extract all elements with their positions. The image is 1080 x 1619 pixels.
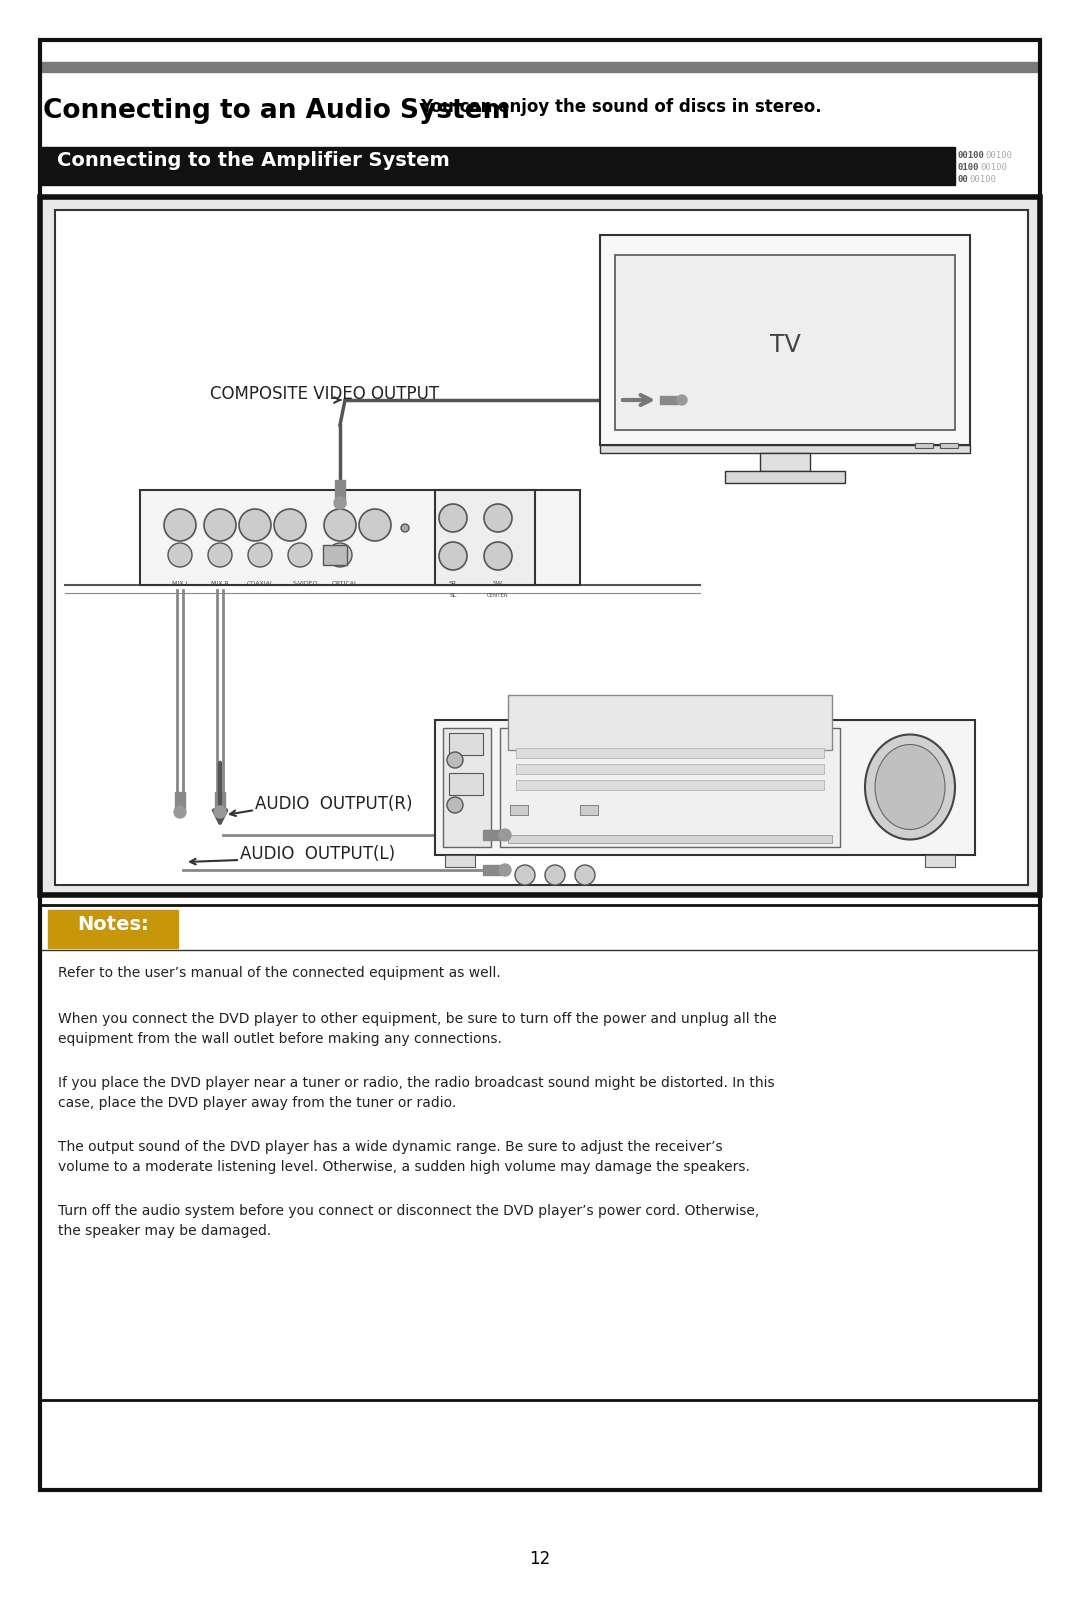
Bar (215, 792, 225, 810)
Text: COAXIAL: COAXIAL (246, 581, 273, 586)
Bar (449, 733, 483, 754)
Text: MIX R: MIX R (211, 581, 229, 586)
Text: Connecting to an Audio System: Connecting to an Audio System (43, 99, 510, 125)
Circle shape (328, 542, 352, 567)
Bar (449, 772, 483, 795)
Circle shape (438, 504, 467, 533)
Bar (510, 805, 528, 814)
Circle shape (447, 751, 463, 767)
Bar (335, 479, 345, 505)
Text: CENTER: CENTER (487, 593, 509, 597)
Text: Connecting to the Amplifier System: Connecting to the Amplifier System (57, 151, 449, 170)
Circle shape (208, 542, 232, 567)
Text: Notes:: Notes: (77, 915, 149, 934)
Circle shape (515, 865, 535, 886)
Circle shape (324, 508, 356, 541)
Circle shape (204, 508, 237, 541)
Bar (600, 445, 970, 453)
Circle shape (447, 797, 463, 813)
Circle shape (359, 508, 391, 541)
Circle shape (164, 508, 195, 541)
Text: TV: TV (770, 334, 800, 358)
Text: SL: SL (449, 593, 457, 597)
Circle shape (484, 504, 512, 533)
Circle shape (575, 865, 595, 886)
Text: Refer to the user’s manual of the connected equipment as well.: Refer to the user’s manual of the connec… (58, 967, 501, 979)
Bar (445, 855, 475, 868)
Bar (40, 198, 1040, 895)
Circle shape (288, 542, 312, 567)
Text: OPTICAL: OPTICAL (332, 581, 359, 586)
Bar (510, 805, 528, 814)
Bar (516, 764, 824, 774)
Circle shape (174, 806, 186, 818)
Circle shape (248, 542, 272, 567)
Text: MIX L: MIX L (172, 581, 189, 586)
Circle shape (677, 395, 687, 405)
Text: AUDIO  OUTPUT(R): AUDIO OUTPUT(R) (255, 795, 413, 813)
Bar (760, 453, 810, 471)
Bar (516, 780, 824, 790)
Bar (55, 210, 1028, 886)
Circle shape (274, 508, 306, 541)
Bar (580, 805, 598, 814)
Text: If you place the DVD player near a tuner or radio, the radio broadcast sound mig: If you place the DVD player near a tuner… (58, 1077, 774, 1109)
Text: 12: 12 (529, 1549, 551, 1567)
Bar (443, 729, 491, 847)
Bar (48, 910, 178, 949)
Bar (580, 805, 598, 814)
Bar (40, 62, 1040, 71)
Circle shape (499, 829, 511, 840)
Ellipse shape (865, 735, 955, 840)
Circle shape (438, 542, 467, 570)
Text: SW: SW (492, 581, 503, 586)
Bar (516, 748, 824, 758)
Bar (508, 695, 832, 750)
Bar (510, 805, 528, 814)
Text: Turn off the audio system before you connect or disconnect the DVD player’s powe: Turn off the audio system before you con… (58, 1205, 759, 1237)
Text: You can enjoy the sound of discs in stereo.: You can enjoy the sound of discs in ster… (420, 99, 822, 117)
Circle shape (334, 497, 346, 508)
Text: 00100: 00100 (980, 164, 1007, 172)
Circle shape (401, 525, 409, 533)
Bar (323, 546, 347, 565)
Text: When you connect the DVD player to other equipment, be sure to turn off the powe: When you connect the DVD player to other… (58, 1012, 777, 1046)
Bar (500, 729, 840, 847)
Text: AUDIO  OUTPUT(L): AUDIO OUTPUT(L) (240, 845, 395, 863)
Text: 0100: 0100 (958, 164, 980, 172)
Bar (915, 444, 933, 448)
Bar (435, 720, 975, 855)
Bar (40, 147, 955, 185)
Bar (40, 905, 1040, 1400)
Circle shape (499, 865, 511, 876)
Circle shape (545, 865, 565, 886)
Bar (140, 491, 580, 584)
Circle shape (168, 542, 192, 567)
Text: The output sound of the DVD player has a wide dynamic range. Be sure to adjust t: The output sound of the DVD player has a… (58, 1140, 750, 1174)
Ellipse shape (875, 745, 945, 829)
Bar (175, 792, 185, 810)
Bar (508, 835, 832, 843)
Text: 00100: 00100 (986, 151, 1012, 160)
Bar (483, 831, 501, 840)
Text: SR: SR (449, 581, 457, 586)
Bar (580, 805, 598, 814)
Bar (924, 855, 955, 868)
Bar (600, 235, 970, 445)
Bar (660, 397, 678, 405)
Text: S-VIDEO: S-VIDEO (293, 581, 318, 586)
Circle shape (214, 806, 226, 818)
Circle shape (239, 508, 271, 541)
Bar (940, 444, 958, 448)
Bar (40, 40, 1040, 1489)
Bar (483, 865, 501, 874)
Text: 00100: 00100 (958, 151, 985, 160)
Text: 00: 00 (958, 175, 969, 185)
Text: 00100: 00100 (969, 175, 996, 185)
Circle shape (484, 542, 512, 570)
Bar (725, 471, 845, 482)
Bar (615, 256, 955, 431)
Bar (435, 491, 535, 584)
Text: COMPOSITE VIDEO OUTPUT: COMPOSITE VIDEO OUTPUT (210, 385, 440, 403)
